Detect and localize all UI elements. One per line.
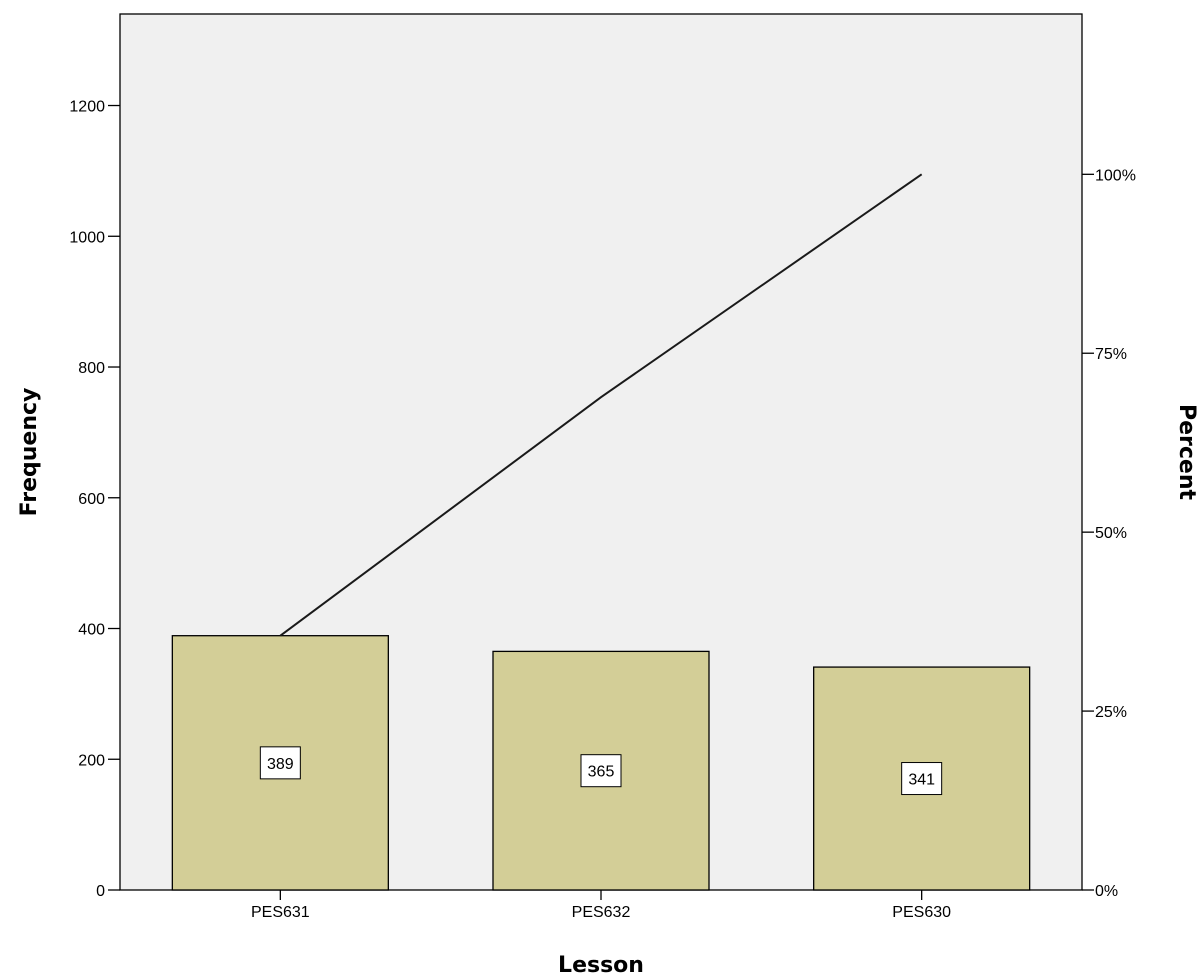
y-tick-label: 800 — [78, 360, 105, 377]
y2-axis-title: Percent — [1174, 404, 1199, 501]
x-tick-label: PES631 — [251, 904, 310, 921]
y-axis-left: 0 200 400 600 800 1000 1200 — [69, 99, 120, 900]
y2-tick-label: 75% — [1095, 346, 1127, 363]
y-tick-label: 1200 — [69, 99, 105, 116]
data-label-box — [901, 762, 943, 796]
y-axis-title: Frequency — [17, 388, 42, 517]
data-labels-group: 389 365 341 — [259, 746, 943, 796]
y2-tick-label: 100% — [1095, 167, 1136, 184]
y-tick-label: 200 — [78, 752, 105, 769]
y-tick-label: 0 — [96, 883, 105, 900]
data-label-box — [580, 754, 622, 788]
x-axis: PES631 PES632 PES630 — [251, 890, 951, 921]
y-tick-label: 1000 — [69, 229, 105, 246]
x-tick-label: PES632 — [572, 904, 631, 921]
data-label-PES631: 389 — [259, 746, 301, 780]
y2-tick-label: 50% — [1095, 525, 1127, 542]
y2-tick-label: 25% — [1095, 704, 1127, 721]
data-label-PES632: 365 — [580, 754, 622, 788]
data-label-text: 389 — [267, 756, 294, 773]
y-tick-label: 600 — [78, 491, 105, 508]
y2-tick-label: 0% — [1095, 883, 1118, 900]
data-label-text: 365 — [588, 764, 615, 781]
cumulative-percent-line — [279, 173, 923, 637]
data-label-text: 341 — [908, 772, 935, 789]
x-axis-title: Lesson — [558, 953, 644, 978]
y-tick-label: 400 — [78, 622, 105, 639]
data-label-PES630: 341 — [901, 762, 943, 796]
data-label-box — [259, 746, 301, 780]
x-tick-label: PES630 — [892, 904, 951, 921]
y-axis-right: 0% 25% 50% 75% 100% — [1082, 167, 1136, 900]
